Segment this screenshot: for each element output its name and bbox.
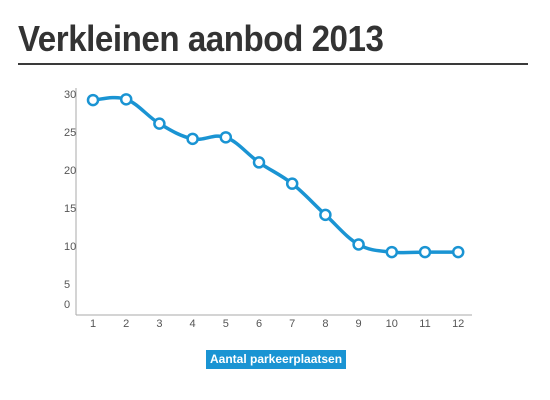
x-tick-label: 7 bbox=[289, 318, 295, 330]
x-tick-label: 9 bbox=[356, 318, 362, 330]
y-tick-label: 25 bbox=[64, 127, 76, 139]
x-tick-label: 4 bbox=[190, 318, 196, 330]
chart-title: Verkleinen aanbod 2013 bbox=[18, 18, 384, 59]
legend-series-label: Aantal parkeerplaatsen bbox=[206, 350, 347, 369]
data-point-marker[interactable] bbox=[186, 132, 199, 146]
y-tick-label: 5 bbox=[64, 279, 70, 291]
data-point-marker[interactable] bbox=[219, 131, 233, 144]
data-point-marker[interactable] bbox=[86, 93, 100, 107]
y-tick-label: 30 bbox=[64, 89, 76, 101]
x-tick-label: 3 bbox=[156, 318, 162, 330]
x-tick-label: 10 bbox=[386, 318, 398, 330]
x-tick-label: 5 bbox=[223, 318, 229, 330]
y-tick-label: 15 bbox=[64, 203, 76, 215]
x-tick-label: 11 bbox=[419, 318, 430, 330]
x-tick-label: 1 bbox=[90, 318, 96, 330]
x-tick-label: 12 bbox=[452, 318, 464, 330]
data-point-marker[interactable] bbox=[385, 245, 399, 259]
x-tick-label: 6 bbox=[256, 318, 262, 330]
y-tick-label: 10 bbox=[64, 241, 76, 253]
data-point-marker[interactable] bbox=[153, 117, 166, 130]
x-tick-label: 2 bbox=[123, 318, 129, 330]
title-divider bbox=[18, 63, 528, 65]
data-point-marker[interactable] bbox=[418, 245, 432, 259]
data-point-marker[interactable] bbox=[451, 245, 465, 259]
y-tick-label: 20 bbox=[64, 165, 76, 177]
data-point-marker[interactable] bbox=[119, 93, 133, 106]
x-tick-labels: 1 2 3 4 5 6 7 8 9 10 11 12 bbox=[90, 318, 464, 330]
x-tick-label: 8 bbox=[322, 318, 328, 330]
data-point-marker[interactable] bbox=[252, 156, 266, 169]
series-line bbox=[91, 95, 460, 255]
data-point-marker[interactable] bbox=[352, 238, 365, 251]
data-point-marker[interactable] bbox=[285, 177, 299, 190]
y-tick-label: 0 bbox=[64, 299, 70, 311]
series-layer bbox=[86, 93, 465, 259]
y-tick-labels: 0 5 10 15 20 25 30 bbox=[64, 89, 76, 311]
data-point-marker[interactable] bbox=[319, 208, 332, 222]
